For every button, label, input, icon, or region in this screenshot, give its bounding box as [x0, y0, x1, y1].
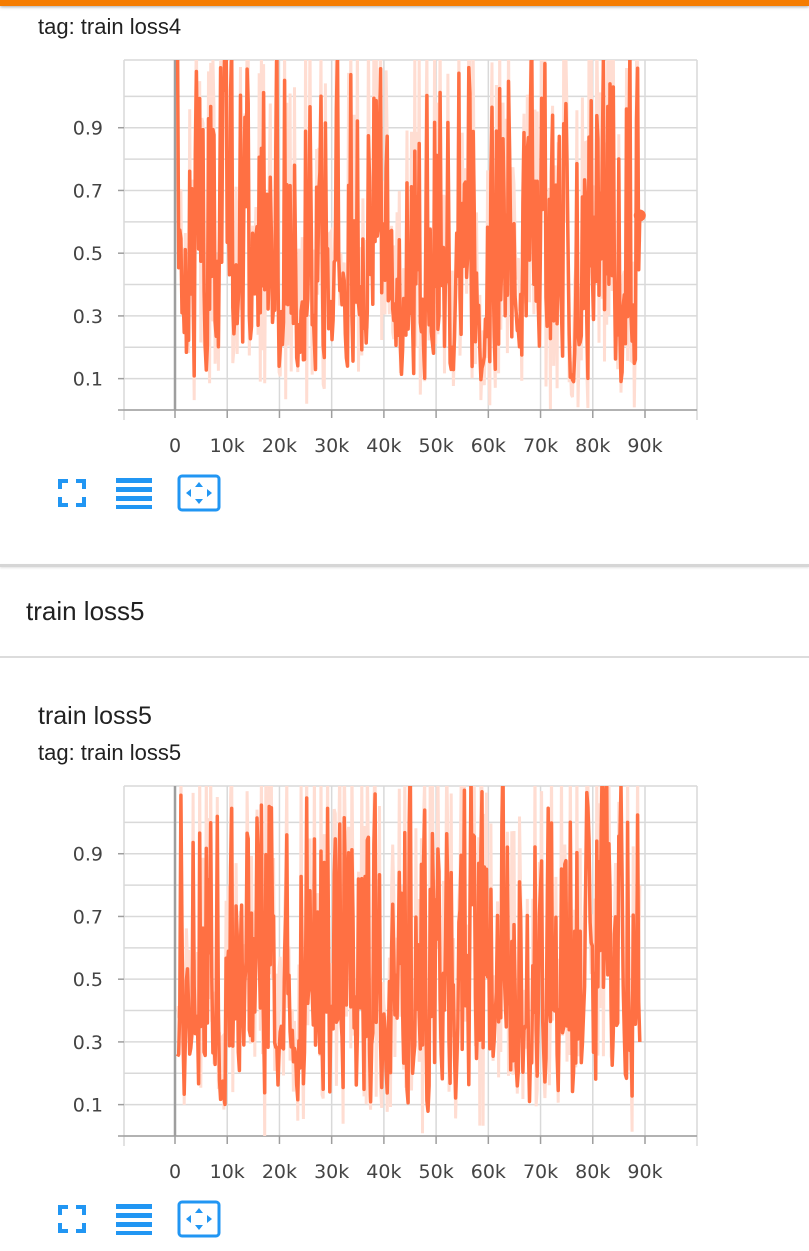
x-tick-label: 70k	[523, 435, 558, 457]
line-chart-loss4[interactable]: 0.1 0.3 0.5 0.7 0.9 0 10k 20k 30k 40k 50k 60k 70k 80k…	[0, 50, 809, 480]
y-tick-label: 0.3	[73, 1032, 103, 1054]
y-tick-label: 0.9	[73, 118, 103, 140]
x-tick-label: 10k	[210, 1161, 245, 1183]
card-title: train loss5	[38, 702, 152, 730]
menu-lines-icon	[116, 1204, 152, 1235]
chart-toolbar	[52, 473, 252, 513]
chart-svg[interactable]: 0.1 0.3 0.5 0.7 0.9 0 10k 20k 30k 40k 50k 60k 70k 80k…	[0, 50, 809, 470]
x-tick-label: 80k	[575, 1161, 610, 1183]
toggle-y-log-button[interactable]	[114, 1199, 154, 1239]
section-header-divider	[0, 656, 809, 658]
y-tick-label: 0.1	[73, 1095, 103, 1117]
y-tick-label: 0.1	[73, 369, 103, 391]
x-tick-label: 30k	[314, 435, 349, 457]
fit-domain-button[interactable]	[176, 473, 222, 513]
series-smoothed-line	[175, 60, 642, 384]
x-tick-label: 90k	[627, 435, 662, 457]
card-tag: tag: train loss5	[38, 740, 182, 765]
section-header[interactable]: train loss5	[26, 596, 145, 626]
x-tick-label: 50k	[419, 435, 454, 457]
fullscreen-icon	[58, 1205, 86, 1233]
fullscreen-button[interactable]	[52, 473, 92, 513]
chart-toolbar	[52, 1199, 252, 1239]
y-tick-label: 0.5	[73, 969, 103, 991]
y-tick-label: 0.9	[73, 844, 103, 866]
fit-domain-icon	[177, 474, 221, 512]
chart-card-loss5: train loss5 tag: train loss5 0.1 0.3 0.5 0.…	[0, 690, 809, 1251]
top-accent-bar	[0, 0, 809, 6]
x-tick-label: 20k	[262, 1161, 297, 1183]
fit-domain-icon	[177, 1200, 221, 1238]
x-tick-label: 70k	[523, 1161, 558, 1183]
x-tick-label: 0	[169, 1161, 181, 1183]
x-tick-label: 60k	[471, 1161, 506, 1183]
x-tick-label: 0	[169, 435, 181, 457]
x-tick-label: 40k	[366, 435, 401, 457]
series-last-point	[633, 209, 646, 222]
fullscreen-button[interactable]	[52, 1199, 92, 1239]
x-tick-label: 10k	[210, 435, 245, 457]
fullscreen-icon	[58, 479, 86, 507]
fit-domain-button[interactable]	[176, 1199, 222, 1239]
y-tick-label: 0.3	[73, 306, 103, 328]
section-divider	[0, 564, 809, 567]
x-tick-label: 20k	[262, 435, 297, 457]
x-tick-label: 60k	[471, 435, 506, 457]
x-tick-label: 30k	[314, 1161, 349, 1183]
toggle-y-log-button[interactable]	[114, 473, 154, 513]
chart-card-loss4: tag: train loss4 0.1 0.3 0.5 0.7 0.9 0 10k 20k 3…	[0, 0, 809, 560]
x-tick-label: 40k	[366, 1161, 401, 1183]
y-tick-label: 0.5	[73, 243, 103, 265]
y-tick-label: 0.7	[73, 906, 103, 928]
x-tick-label: 50k	[419, 1161, 454, 1183]
chart-svg[interactable]: 0.1 0.3 0.5 0.7 0.9 0 10k 20k 30k 40k 50k 60k 70k 80k…	[0, 776, 809, 1196]
line-chart-loss5[interactable]: 0.1 0.3 0.5 0.7 0.9 0 10k 20k 30k 40k 50k 60k 70k 80k…	[0, 776, 809, 1206]
y-tick-label: 0.7	[73, 180, 103, 202]
x-tick-label: 80k	[575, 435, 610, 457]
menu-lines-icon	[116, 478, 152, 509]
series-smoothed-line	[176, 786, 642, 1113]
x-tick-label: 90k	[627, 1161, 662, 1183]
card-tag: tag: train loss4	[38, 14, 182, 39]
